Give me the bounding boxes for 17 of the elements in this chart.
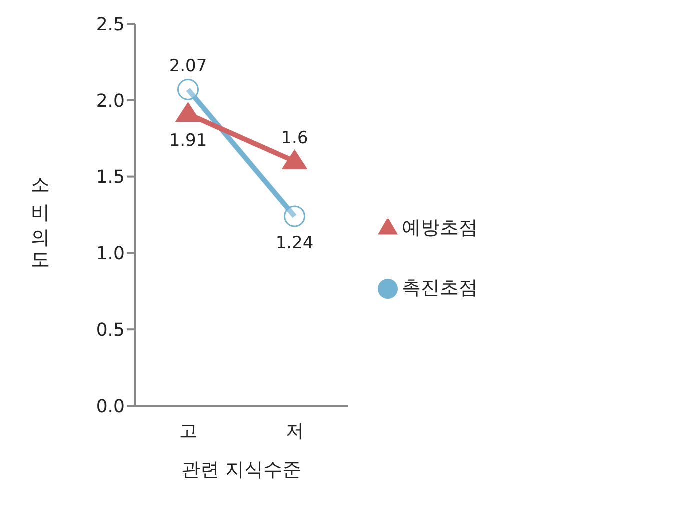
x-tick-label: 저	[286, 420, 304, 442]
data-label: 1.6	[281, 128, 308, 149]
x-axis-title: 관련 지식수준	[181, 459, 302, 481]
legend-label: 촉진초점	[402, 277, 478, 299]
y-tick-label: 0.5	[96, 320, 125, 341]
x-tick-label: 고	[179, 420, 198, 442]
y-tick-label: 2.5	[96, 14, 125, 36]
data-label: 2.07	[169, 56, 208, 77]
legend-label: 예방초점	[402, 217, 478, 239]
point	[284, 206, 306, 228]
y-axis-title: 소비의도	[30, 165, 52, 267]
data-label: 1.24	[276, 234, 314, 254]
y-tick-label: 1.0	[96, 244, 125, 265]
y-tick-label: 1.5	[96, 167, 125, 188]
y-tick-label: 2.0	[96, 90, 125, 112]
data-label: 1.91	[169, 131, 208, 152]
y-tick-label: 0.0	[96, 396, 125, 418]
